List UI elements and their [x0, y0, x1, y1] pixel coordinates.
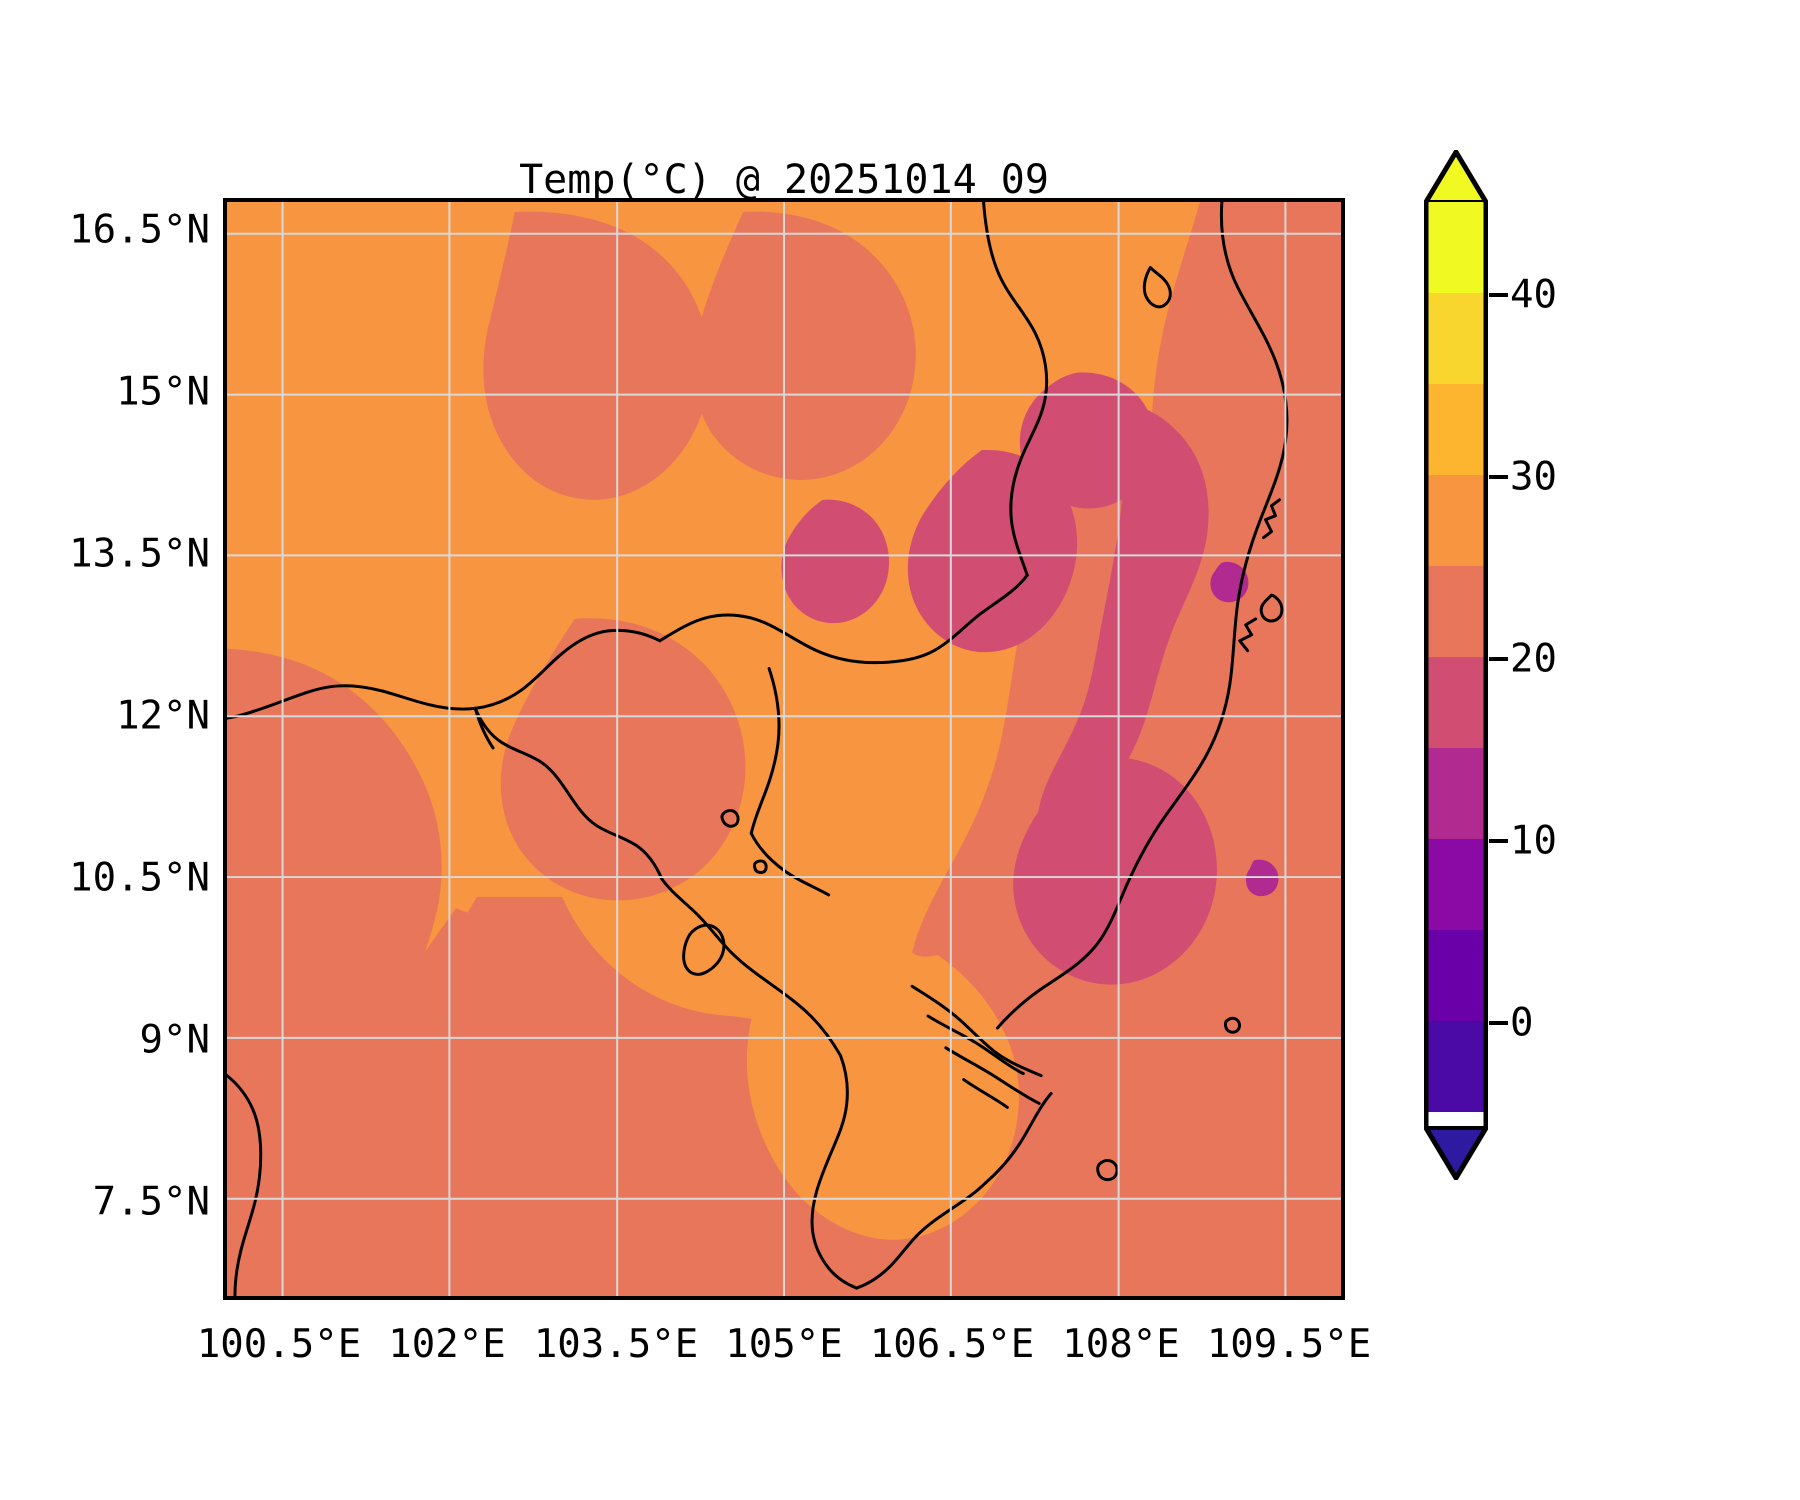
- y-tick-label-0: 16.5°N: [69, 207, 210, 253]
- colorbar-tickmark-0: [1489, 1021, 1508, 1025]
- colorbar-band-40-45: [1426, 202, 1486, 293]
- colorbar-tickmark-20: [1489, 657, 1508, 661]
- y-tick-label-5: 9°N: [139, 1017, 210, 1063]
- y-tick-label-4: 10.5°N: [69, 855, 210, 901]
- map-axes: [223, 198, 1345, 1300]
- x-tick-label-0: 100.5°E: [196, 1322, 362, 1367]
- x-tick-label-3: 105°E: [725, 1322, 843, 1367]
- colorbar-tickmark-30: [1489, 475, 1508, 479]
- title-line-variable: Temp(°C) @ 20251014_09: [519, 156, 1049, 203]
- colorbar-tick-label-0: 0: [1510, 1000, 1534, 1046]
- y-tick-label-3: 12°N: [116, 693, 210, 739]
- colorbar-band-0-5: [1426, 930, 1486, 1021]
- colorbar-band-5-10: [1426, 839, 1486, 930]
- colorbar-gradient[interactable]: [1424, 150, 1488, 1180]
- x-tick-label-4: 106.5°E: [869, 1322, 1035, 1367]
- x-tick-label-1: 102°E: [388, 1322, 506, 1367]
- colorbar-under-arrow: [1424, 1126, 1488, 1180]
- colorbar[interactable]: [1424, 150, 1488, 1180]
- y-tick-label-2: 13.5°N: [69, 531, 210, 577]
- colorbar-over-arrow: [1424, 150, 1488, 204]
- x-tick-label-5: 108°E: [1062, 1322, 1180, 1367]
- colorbar-band-20-25: [1426, 566, 1486, 657]
- colorbar-tick-label-10: 10: [1510, 818, 1557, 864]
- y-tick-label-6: 7.5°N: [92, 1179, 210, 1225]
- colorbar-tickmark-10: [1489, 839, 1508, 843]
- coastline-overlay: [227, 202, 1289, 1296]
- colorbar-outline: [1424, 150, 1488, 1180]
- colorbar-band-30-35: [1426, 384, 1486, 475]
- colorbar-band-minus5-0: [1426, 1021, 1486, 1112]
- colorbar-tick-label-40: 40: [1510, 272, 1557, 318]
- y-tick-label-1: 15°N: [116, 369, 210, 415]
- colorbar-tick-label-30: 30: [1510, 454, 1557, 500]
- colorbar-tickmark-40: [1489, 293, 1508, 297]
- x-tick-label-6: 109.5°E: [1206, 1322, 1372, 1367]
- colorbar-tick-label-20: 20: [1510, 636, 1557, 682]
- colorbar-band-35-40: [1426, 293, 1486, 384]
- colorbar-band-10-15: [1426, 748, 1486, 839]
- colorbar-band-15-20: [1426, 657, 1486, 748]
- delta-orange-patches: [840, 1074, 966, 1226]
- temperature-contour-map: [227, 202, 1341, 1296]
- colorbar-band-25-30: [1426, 475, 1486, 566]
- x-tick-label-2: 103.5°E: [533, 1322, 699, 1367]
